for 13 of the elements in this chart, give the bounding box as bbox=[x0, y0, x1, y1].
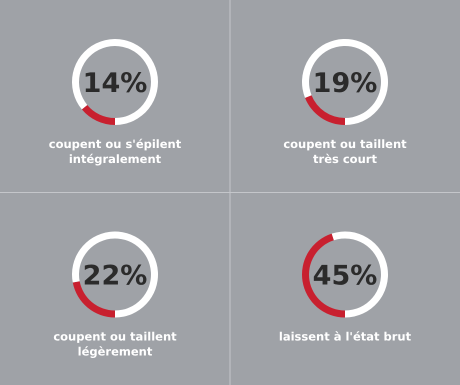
data-label: 19% bbox=[312, 68, 378, 99]
donut-slice bbox=[305, 95, 345, 125]
text: laissent à l'état brut bbox=[278, 330, 412, 344]
text: coupent ou taillent très court bbox=[283, 137, 408, 166]
data-label: 22% bbox=[82, 260, 148, 292]
data-label: 45% bbox=[312, 260, 378, 292]
data-label: 14% bbox=[82, 68, 148, 99]
donut-slice bbox=[72, 39, 158, 125]
text: coupent ou s'épilent intégralement bbox=[48, 137, 182, 166]
donut-slice bbox=[302, 39, 388, 125]
donut-slice bbox=[82, 104, 115, 125]
text: coupent ou taillent légèrement bbox=[53, 330, 178, 358]
donut-slice bbox=[72, 232, 158, 318]
